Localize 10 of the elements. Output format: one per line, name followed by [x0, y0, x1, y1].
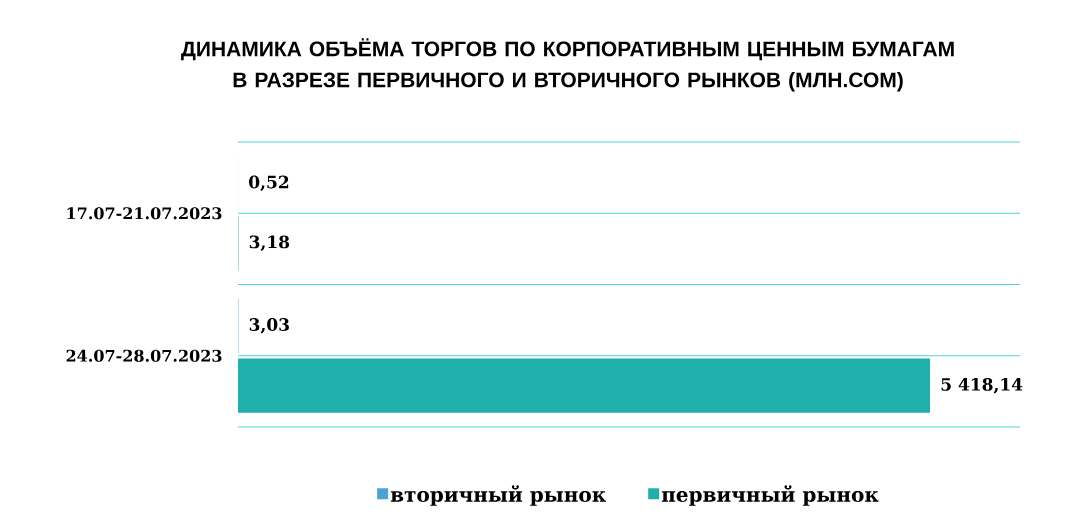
legend-label: вторичный рынок [390, 485, 606, 506]
data-label: 3,18 [249, 235, 290, 251]
y-tick-label: 24.07-28.07.2023 [66, 349, 222, 362]
data-label: 3,03 [249, 318, 289, 334]
legend-label: первичный рынок [661, 485, 879, 506]
chart-title: ДИНАМИКА ОБЪЁМА ТОРГОВ ПО КОРПОРАТИВНЫМ ЦЕННЫМ БУМАГАМ В РАЗРЕЗЕ ПЕРВИЧНОГО И ВТОРИЧНОГО РЫНКОВ (МЛН.СОМ) [181, 38, 954, 92]
data-label: 5 418,14 [941, 377, 1023, 394]
data-label: 0,52 [249, 175, 289, 192]
y-tick-label: 17.07-21.07.2023 [67, 207, 222, 220]
bar [238, 358, 931, 413]
